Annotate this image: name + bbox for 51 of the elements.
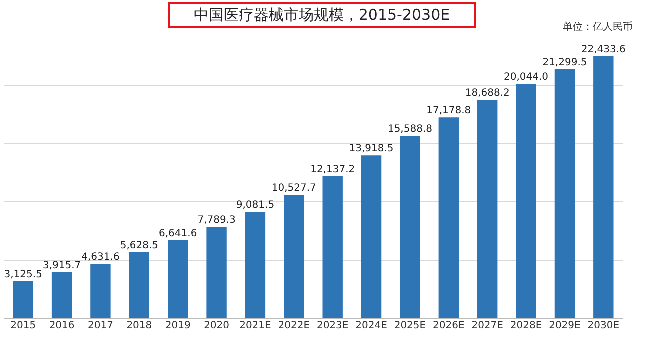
data-label: 17,178.8 bbox=[426, 106, 472, 117]
data-label: 22,433.6 bbox=[581, 44, 626, 56]
bar bbox=[13, 282, 34, 318]
x-tick-label: 2030E bbox=[588, 320, 620, 332]
x-tick-label: 2029E bbox=[549, 320, 581, 332]
x-tick-label: 2020 bbox=[204, 320, 230, 332]
chart-title: 中国医疗器械市场规模，2015-2030E bbox=[194, 6, 450, 24]
title-frame: 中国医疗器械市场规模，2015-2030E bbox=[168, 2, 476, 28]
data-label: 7,789.3 bbox=[198, 215, 236, 226]
data-label: 3,915.7 bbox=[42, 260, 82, 272]
bar bbox=[90, 264, 111, 318]
data-label: 12,137.2 bbox=[310, 164, 356, 176]
x-tick-label: 2023E bbox=[316, 320, 349, 332]
bar bbox=[477, 100, 498, 318]
data-label: 13,918.5 bbox=[349, 144, 394, 155]
data-label: 15,588.8 bbox=[388, 124, 432, 136]
x-tick-label: 2028E bbox=[510, 320, 542, 332]
bar bbox=[554, 70, 576, 318]
bar bbox=[245, 212, 266, 318]
data-label: 6,641.6 bbox=[159, 228, 198, 240]
x-tick-label: 2027E bbox=[472, 320, 504, 332]
x-tick-label: 2021E bbox=[240, 320, 272, 332]
bar bbox=[400, 136, 420, 318]
bar bbox=[206, 227, 227, 318]
x-tick-label: 2024E bbox=[356, 320, 388, 332]
text: 单位：亿人民币 bbox=[563, 20, 633, 34]
data-label: 10,527.7 bbox=[272, 183, 316, 194]
bar bbox=[438, 118, 460, 318]
data-label: 4,631.6 bbox=[82, 252, 120, 263]
x-tick-label: 2015 bbox=[10, 320, 36, 332]
bar bbox=[284, 195, 304, 318]
bar bbox=[52, 272, 72, 318]
bar bbox=[168, 240, 188, 318]
x-tick-label: 2026E bbox=[433, 320, 465, 332]
x-tick-label: 2025E bbox=[394, 320, 426, 332]
x-tick-label: 2016 bbox=[49, 320, 75, 332]
bar bbox=[516, 84, 536, 318]
bar bbox=[322, 176, 343, 318]
x-tick-label: 2017 bbox=[88, 320, 114, 332]
bar bbox=[361, 156, 382, 318]
x-tick-label: 2019 bbox=[165, 320, 191, 332]
data-label: 21,299.5 bbox=[542, 58, 588, 69]
bar bbox=[594, 56, 614, 318]
data-label: 18,688.2 bbox=[465, 88, 510, 99]
bar bbox=[129, 252, 150, 318]
x-tick-label: 2022E bbox=[278, 320, 310, 332]
data-label: 9,081.5 bbox=[236, 200, 275, 212]
data-label: 20,044.0 bbox=[504, 72, 549, 84]
data-label: 3,125.5 bbox=[4, 270, 42, 281]
data-label: 5,628.5 bbox=[120, 240, 158, 252]
x-tick-label: 2018 bbox=[126, 320, 152, 332]
